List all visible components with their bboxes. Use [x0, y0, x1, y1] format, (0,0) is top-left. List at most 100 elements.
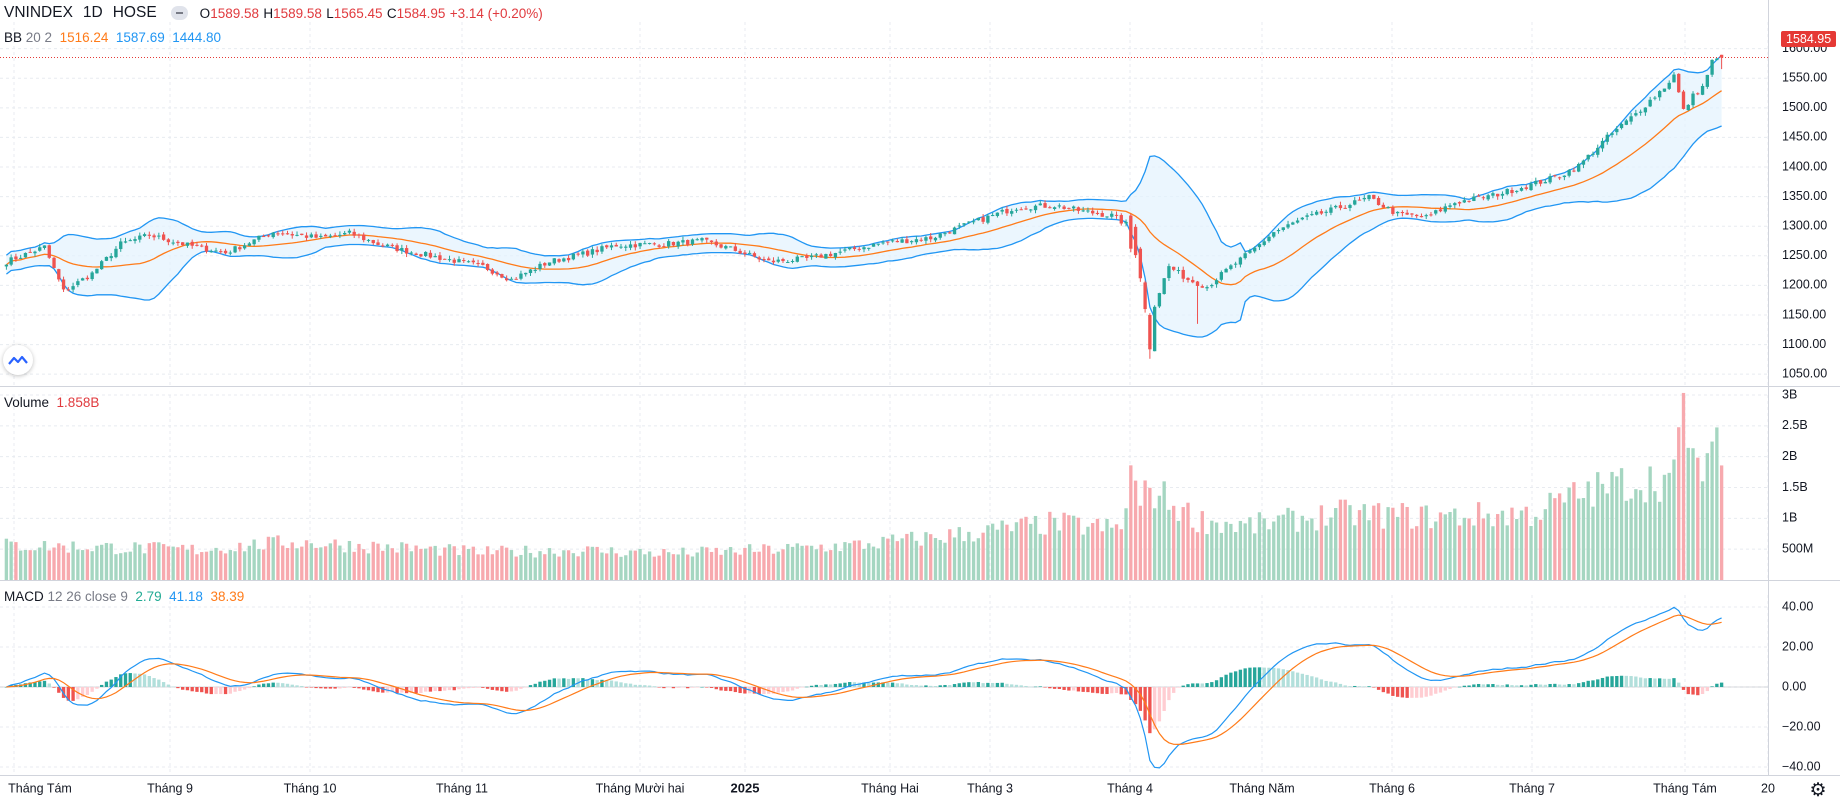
candle-body: [1086, 210, 1090, 212]
candle-body: [752, 253, 757, 257]
macd-histogram-bar: [342, 687, 347, 688]
volume-bar: [709, 551, 714, 580]
macd-histogram-bar: [1119, 687, 1123, 695]
volume-bar: [671, 554, 676, 580]
macd-histogram-bar: [1138, 687, 1143, 711]
gear-icon[interactable]: ⚙: [1809, 780, 1827, 801]
candle-body: [638, 242, 642, 247]
volume-bar: [900, 538, 904, 580]
symbol-interval[interactable]: 1D: [82, 4, 103, 21]
volume-bar: [1400, 503, 1405, 580]
volume-bar: [1572, 482, 1576, 580]
macd-histogram-bar: [1500, 685, 1505, 687]
macd-histogram-bar: [643, 685, 647, 687]
macd-histogram-bar: [967, 682, 971, 687]
volume-bar: [657, 555, 661, 580]
volume-bar: [1577, 498, 1581, 580]
macd-histogram-bar: [1200, 683, 1204, 687]
macd-histogram-bar: [881, 682, 885, 687]
candle-body: [376, 242, 380, 245]
candle-body: [762, 258, 766, 260]
volume-bar: [1581, 498, 1586, 580]
candle-body: [828, 253, 833, 257]
macd-histogram-bar: [33, 682, 37, 687]
volume-bar: [1229, 523, 1233, 580]
candle-body: [1138, 248, 1143, 279]
macd-histogram-bar: [1472, 684, 1476, 687]
bollinger-bands: [0, 54, 1768, 338]
candle-body: [57, 269, 61, 280]
candle-body: [519, 273, 523, 279]
macd-histogram-bar: [328, 687, 333, 689]
volume-bar: [1424, 505, 1428, 580]
volume-bar: [886, 538, 890, 580]
volume-bar: [581, 551, 585, 580]
high-value: 1589.58: [273, 5, 322, 21]
volume-bar: [242, 551, 247, 580]
macd-histogram-bar: [1114, 687, 1119, 693]
candle-body: [1210, 284, 1214, 287]
candle-body: [1214, 280, 1219, 285]
macd-histogram-bar: [1600, 677, 1605, 687]
volume-bar: [1200, 511, 1204, 580]
macd-histogram-bar: [252, 686, 256, 687]
macd-signal-value: 38.39: [210, 589, 245, 604]
candle-body: [1329, 207, 1333, 213]
macd-histogram-bar: [538, 681, 542, 687]
volume-bar: [52, 547, 56, 580]
eye-icon[interactable]: [170, 6, 188, 20]
macd-histogram-bar: [300, 685, 304, 687]
volume-bar: [1481, 518, 1486, 580]
volume-bar: [443, 547, 447, 580]
candle-body: [1662, 88, 1667, 92]
volume-bar: [1586, 481, 1590, 580]
macd-legend[interactable]: MACD 12 26 close 9 2.79 41.18 38.39: [4, 589, 244, 604]
candle-body: [1400, 212, 1405, 214]
candle-body: [1486, 195, 1490, 200]
candle-body: [1248, 250, 1252, 253]
volume-bar: [876, 548, 880, 580]
volume-bar: [1462, 517, 1466, 580]
volume-bar: [1524, 506, 1528, 580]
volume-bar: [1062, 512, 1066, 580]
macd-histogram-bar: [123, 673, 128, 687]
candle-body: [476, 263, 480, 265]
bb-legend[interactable]: BB 20 2 1516.24 1587.69 1444.80: [4, 30, 221, 45]
volume-bar: [371, 541, 375, 580]
candle-body: [1705, 74, 1709, 87]
volume-bar: [309, 543, 313, 580]
macd-histogram-bar: [52, 687, 56, 688]
candle-body: [1500, 193, 1505, 196]
macd-histogram-bar: [1658, 678, 1662, 687]
macd-histogram-bar: [1400, 687, 1405, 698]
macd-histogram-bar: [814, 684, 819, 687]
volume-bar: [767, 545, 771, 580]
candle-body: [1615, 129, 1619, 133]
candle-body: [190, 241, 194, 246]
symbol-name[interactable]: VNINDEX: [4, 4, 73, 21]
candle-body: [233, 246, 237, 253]
macd-histogram-bar: [190, 687, 194, 692]
volume-tick-label: 500M: [1782, 541, 1813, 555]
macd-histogram-bar: [290, 684, 294, 687]
macd-histogram-bar: [462, 687, 466, 689]
price-tick-label: 1250.00: [1782, 248, 1827, 262]
macd-histogram-bar: [786, 687, 790, 692]
volume-bar: [133, 542, 137, 580]
time-tick-label: Tháng 7: [1509, 781, 1555, 795]
volume-bar: [419, 548, 423, 580]
candle-body: [1300, 217, 1305, 220]
volume-bar: [1648, 466, 1652, 580]
macd-histogram-bar: [1586, 680, 1590, 687]
candle-body: [690, 239, 695, 245]
candle-body: [147, 234, 151, 236]
candle-body: [457, 259, 461, 263]
volume-legend[interactable]: Volume 1.858B: [4, 395, 99, 410]
tradingview-logo-icon[interactable]: [3, 345, 33, 375]
macd-histogram-bar: [1577, 683, 1581, 687]
volume-bar: [1214, 522, 1219, 580]
macd-histogram-bar: [466, 687, 471, 689]
macd-histogram-bar: [743, 687, 747, 694]
candle-body: [871, 243, 876, 247]
